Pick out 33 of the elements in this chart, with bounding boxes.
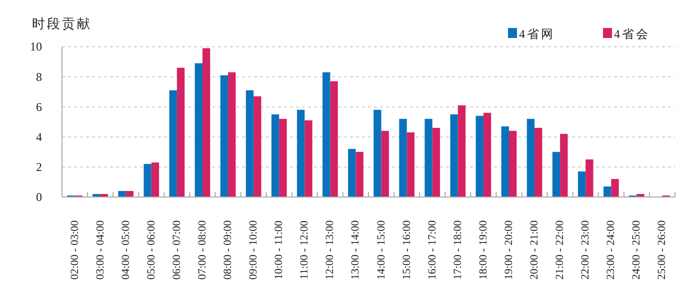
y-tick-label: 2 <box>36 160 42 174</box>
x-tick-label: 23:00 - 24:00 <box>605 220 618 280</box>
x-tick-label: 20:00 - 21:00 <box>528 220 541 280</box>
x-tick-label: 05:00 - 06:00 <box>145 220 158 280</box>
x-tick-label: 13:00 - 14:00 <box>350 220 362 280</box>
x-tick-label: 02:00 - 03:00 <box>68 220 81 280</box>
x-tick-label: 17:00 - 18:00 <box>452 220 464 280</box>
x-tick-label: 07:00 - 08:00 <box>196 220 208 280</box>
x-tick-label: 11:00 - 12:00 <box>298 220 311 280</box>
x-tick-label: 24:00 - 25:00 <box>630 220 643 280</box>
y-tick-label: 6 <box>36 100 42 114</box>
y-tick-label: 8 <box>36 70 42 84</box>
legend-label: 4省会 <box>614 27 650 41</box>
x-tick-label: 14:00 - 15:00 <box>375 220 388 280</box>
x-tick-label: 25:00 - 26:00 <box>656 220 668 280</box>
y-tick-label: 10 <box>30 40 42 54</box>
x-tick-label: 06:00 - 07:00 <box>170 220 183 280</box>
x-tick-label: 03:00 - 04:00 <box>94 220 106 280</box>
x-tick-label: 22:00 - 23:00 <box>580 220 592 280</box>
legend-label: 4省网 <box>519 27 555 41</box>
x-tick-label: 16:00 - 17:00 <box>426 220 438 280</box>
y-tick-label: 4 <box>36 130 42 144</box>
y-axis-title: 时段贡献 <box>32 16 92 31</box>
x-tick-label: 09:00 - 10:00 <box>248 220 260 280</box>
x-tick-label: 18:00 - 19:00 <box>477 220 490 280</box>
x-tick-label: 15:00 - 16:00 <box>400 220 413 280</box>
x-tick-label: 04:00 - 05:00 <box>120 220 132 280</box>
x-tick-label: 19:00 - 20:00 <box>502 220 515 280</box>
x-tick-label: 12:00 - 13:00 <box>324 220 336 280</box>
x-tick-label: 10:00 - 11:00 <box>273 220 286 280</box>
x-tick-label: 21:00 - 22:00 <box>554 220 566 280</box>
y-tick-label: 0 <box>36 190 42 204</box>
x-tick-label: 08:00 - 09:00 <box>222 220 234 280</box>
